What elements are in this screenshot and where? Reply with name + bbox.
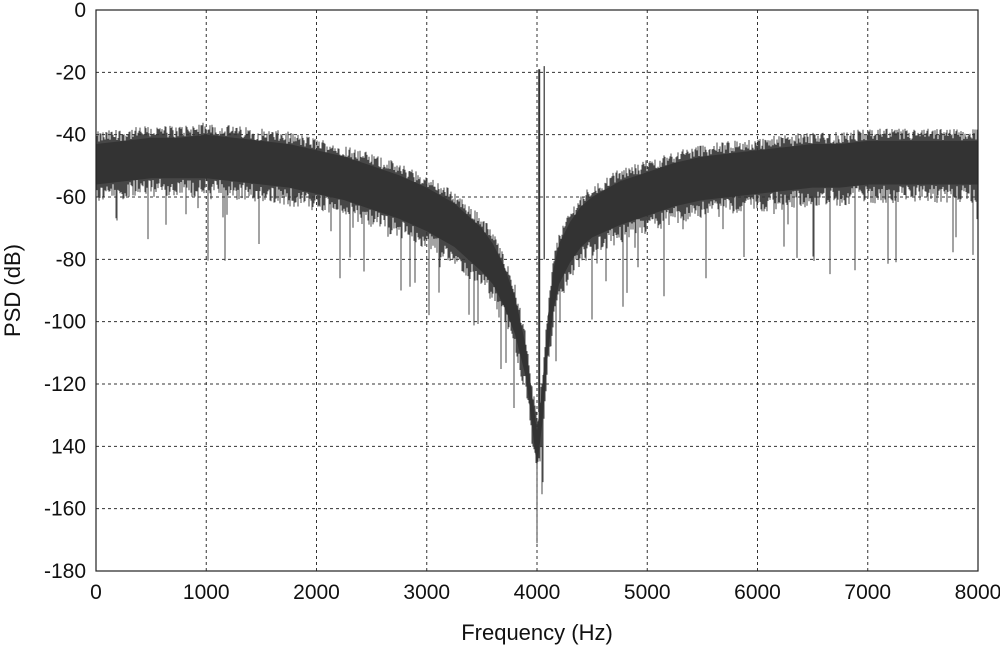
y-tick-label: -160 — [44, 498, 86, 521]
x-tick-label: 6000 — [734, 581, 781, 604]
psd-noise — [96, 122, 978, 544]
grid — [96, 10, 978, 571]
x-tick-label: 1000 — [183, 581, 230, 604]
y-tick-label: -80 — [56, 248, 86, 271]
y-tick-label: -20 — [56, 61, 86, 84]
x-tick-label: 4000 — [514, 581, 561, 604]
y-axis-label: PSD (dB) — [0, 244, 25, 337]
plot-area — [96, 66, 978, 544]
tick-labels: 0 1000 2000 3000 4000 5000 6000 7000 8000 0 -20 -40… — [44, 0, 1000, 604]
y-tick-label: -180 — [44, 560, 86, 583]
x-tick-label: 3000 — [403, 581, 450, 604]
y-tick-label: -60 — [56, 186, 86, 209]
x-tick-label: 7000 — [844, 581, 891, 604]
y-tick-label: -100 — [44, 311, 86, 334]
x-tick-label: 2000 — [293, 581, 340, 604]
x-tick-label: 8000 — [955, 581, 1000, 604]
y-tick-label: -40 — [56, 124, 86, 147]
y-tick-label: 0 — [74, 0, 86, 22]
plot-frame — [95, 9, 979, 572]
y-tick-label: 140 — [51, 435, 86, 458]
x-tick-label: 0 — [90, 581, 102, 604]
y-tick-label: -120 — [44, 373, 86, 396]
x-tick-label: 5000 — [624, 581, 671, 604]
x-axis-label: Frequency (Hz) — [461, 620, 613, 645]
